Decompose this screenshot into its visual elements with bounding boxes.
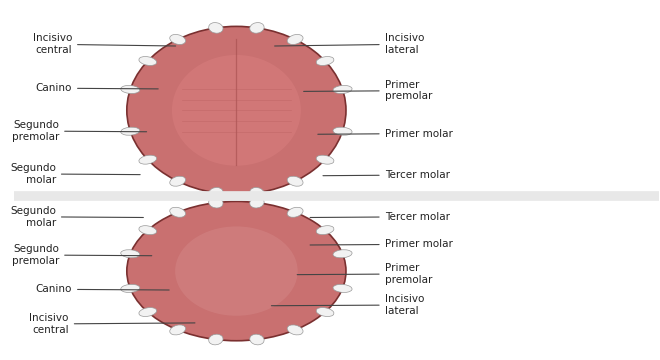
Ellipse shape [170, 35, 185, 44]
Text: Incisivo
lateral: Incisivo lateral [275, 33, 424, 55]
Text: Incisivo
central: Incisivo central [30, 313, 195, 335]
Ellipse shape [287, 176, 303, 186]
Text: Primer
premolar: Primer premolar [297, 263, 432, 285]
Ellipse shape [139, 155, 156, 164]
Ellipse shape [121, 250, 140, 258]
Ellipse shape [287, 35, 303, 44]
Ellipse shape [209, 334, 223, 345]
Text: Primer molar: Primer molar [310, 239, 453, 249]
Ellipse shape [170, 325, 185, 335]
Ellipse shape [139, 226, 156, 235]
Ellipse shape [127, 202, 346, 341]
Text: Segundo
molar: Segundo molar [10, 163, 140, 185]
Ellipse shape [316, 307, 334, 316]
Ellipse shape [121, 127, 140, 135]
Ellipse shape [249, 197, 264, 208]
Ellipse shape [172, 55, 301, 166]
Text: Segundo
molar: Segundo molar [10, 206, 143, 228]
Ellipse shape [287, 325, 303, 335]
Text: Canino: Canino [36, 83, 158, 93]
Text: Incisivo
lateral: Incisivo lateral [271, 294, 424, 316]
Ellipse shape [316, 155, 334, 164]
Ellipse shape [170, 207, 185, 217]
Ellipse shape [333, 284, 352, 292]
Text: Primer molar: Primer molar [318, 129, 453, 139]
Ellipse shape [121, 284, 140, 292]
Ellipse shape [209, 188, 223, 198]
Ellipse shape [333, 85, 352, 94]
Ellipse shape [175, 226, 298, 316]
Text: Incisivo
central: Incisivo central [32, 33, 176, 55]
Ellipse shape [209, 197, 223, 208]
Ellipse shape [249, 334, 264, 345]
Ellipse shape [209, 23, 223, 33]
Text: Segundo
premolar: Segundo premolar [12, 244, 152, 266]
Ellipse shape [249, 23, 264, 33]
Ellipse shape [249, 188, 264, 198]
Text: Tercer molar: Tercer molar [323, 170, 449, 180]
Ellipse shape [333, 250, 352, 258]
Ellipse shape [287, 207, 303, 217]
Text: Primer
premolar: Primer premolar [304, 80, 432, 102]
Text: Segundo
premolar: Segundo premolar [12, 120, 147, 142]
Ellipse shape [139, 307, 156, 316]
Ellipse shape [316, 226, 334, 235]
Text: Canino: Canino [36, 284, 169, 294]
Ellipse shape [333, 127, 352, 135]
Ellipse shape [139, 57, 156, 66]
Ellipse shape [127, 26, 346, 194]
Ellipse shape [121, 85, 140, 94]
Ellipse shape [316, 57, 334, 66]
Ellipse shape [170, 176, 185, 186]
Text: Tercer molar: Tercer molar [310, 212, 449, 222]
